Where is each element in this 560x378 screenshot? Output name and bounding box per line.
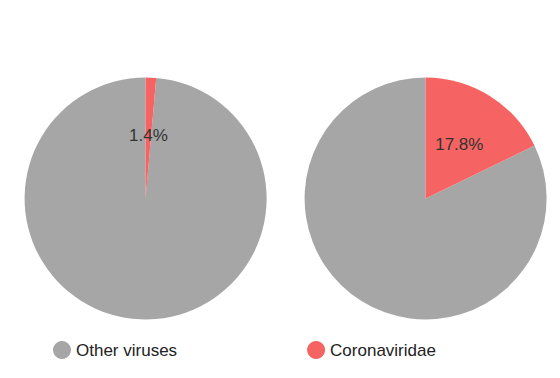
- svg-text:17.8%: 17.8%: [435, 135, 483, 154]
- svg-text:1.4%: 1.4%: [129, 126, 168, 145]
- svg-text:Coronaviridae: Coronaviridae: [330, 341, 436, 360]
- svg-text:Other viruses: Other viruses: [76, 341, 177, 360]
